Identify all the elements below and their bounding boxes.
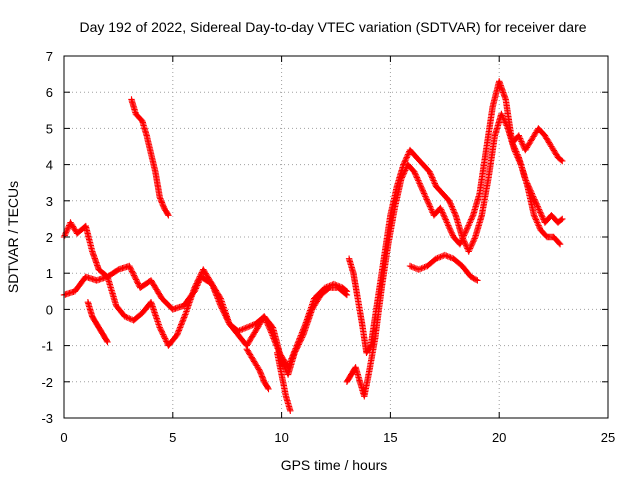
x-tick-label: 15: [383, 430, 397, 445]
y-tick-label: 4: [46, 158, 53, 173]
series-track-e: [243, 346, 272, 393]
series-markers: [243, 346, 272, 393]
x-tick-label: 5: [169, 430, 176, 445]
y-tick-label: 0: [46, 302, 53, 317]
series-track-h: [345, 110, 564, 356]
series-markers: [84, 299, 111, 346]
chart-title: Day 192 of 2022, Sidereal Day-to-day VTE…: [79, 19, 586, 35]
x-tick-label: 20: [492, 430, 506, 445]
grid: [64, 56, 608, 418]
series-track-d: [128, 96, 172, 219]
y-tick-label: -2: [41, 375, 53, 390]
series-track-i: [406, 251, 481, 284]
series-track-j: [509, 125, 566, 165]
series-track-g: [343, 78, 566, 400]
y-tick-label: 3: [46, 194, 53, 209]
y-tick-label: -3: [41, 411, 53, 426]
series-track-f: [274, 349, 294, 414]
y-tick-label: 5: [46, 121, 53, 136]
series-markers: [274, 349, 294, 414]
y-tick-label: 1: [46, 266, 53, 281]
y-tick-label: 6: [46, 85, 53, 100]
axis-ticks: 0 5 10 15 20 25 -3 -2 -1 0 1 2 3 4 5 6 7: [41, 49, 615, 445]
series-markers: [345, 110, 564, 356]
x-axis-label: GPS time / hours: [281, 457, 388, 473]
y-tick-label: 7: [46, 49, 53, 64]
series-markers: [60, 219, 351, 378]
y-tick-label: 2: [46, 230, 53, 245]
series-markers: [128, 96, 172, 219]
series-markers: [406, 251, 481, 284]
x-tick-label: 10: [274, 430, 288, 445]
y-axis-label: SDTVAR / TECUs: [5, 181, 21, 293]
y-tick-label: -1: [41, 339, 53, 354]
series-markers: [509, 125, 566, 165]
series-track-c: [84, 299, 111, 346]
x-tick-label: 25: [601, 430, 615, 445]
x-tick-label: 0: [60, 430, 67, 445]
series-track-b: [60, 219, 351, 378]
data-series: [60, 78, 566, 414]
series-markers: [343, 78, 566, 400]
